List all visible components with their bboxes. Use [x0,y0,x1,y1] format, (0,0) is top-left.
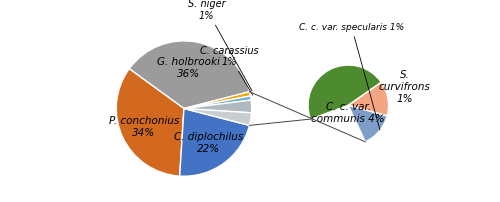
Wedge shape [129,42,250,109]
Text: P. conchonius
34%: P. conchonius 34% [109,116,179,137]
Wedge shape [348,83,389,116]
Wedge shape [348,106,387,142]
Wedge shape [308,66,382,120]
Wedge shape [184,96,251,109]
Text: S. niger
1%: S. niger 1% [188,0,252,91]
Text: C. diplochilus
22%: C. diplochilus 22% [174,132,243,153]
Text: S.
curvifrons
1%: S. curvifrons 1% [378,70,430,103]
Wedge shape [180,109,250,176]
Wedge shape [184,101,252,113]
Wedge shape [116,69,184,176]
Wedge shape [184,109,252,126]
Text: G. holbrooki
36%: G. holbrooki 36% [156,57,220,78]
Wedge shape [184,92,250,109]
Text: C. c. var.
communis 4%: C. c. var. communis 4% [312,101,385,123]
Text: C. c. var. specularis 1%: C. c. var. specularis 1% [299,23,404,130]
Text: C. carassius
1%: C. carassius 1% [200,45,258,96]
